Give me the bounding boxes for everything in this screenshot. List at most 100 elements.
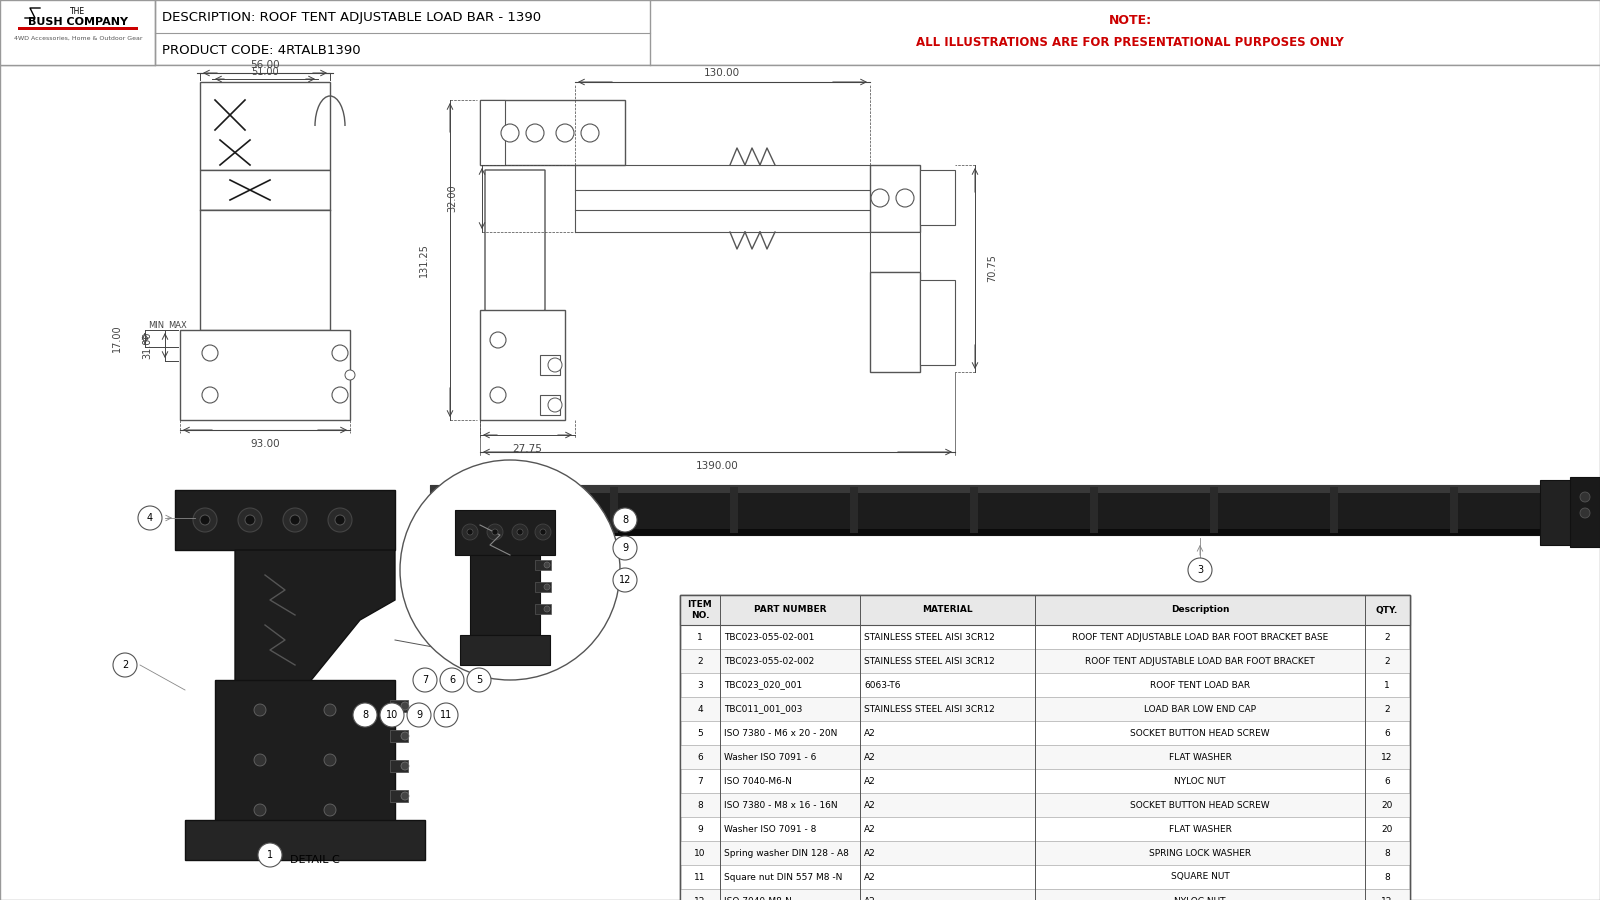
Text: SOCKET BUTTON HEAD SCREW: SOCKET BUTTON HEAD SCREW	[1130, 800, 1270, 809]
Text: A2: A2	[864, 800, 875, 809]
Text: NOTE:: NOTE:	[1109, 14, 1152, 26]
Circle shape	[402, 702, 410, 710]
Text: 8: 8	[1384, 849, 1390, 858]
Circle shape	[334, 515, 346, 525]
Text: 8: 8	[362, 710, 368, 720]
Circle shape	[490, 332, 506, 348]
Circle shape	[493, 529, 498, 535]
Text: ROOF TENT ADJUSTABLE LOAD BAR FOOT BRACKET BASE: ROOF TENT ADJUSTABLE LOAD BAR FOOT BRACK…	[1072, 633, 1328, 642]
Text: 7: 7	[422, 675, 429, 685]
Text: 10: 10	[694, 849, 706, 858]
Circle shape	[200, 515, 210, 525]
Bar	[680, 595, 1410, 900]
Text: 9: 9	[416, 710, 422, 720]
Circle shape	[114, 653, 138, 677]
Text: A2: A2	[864, 849, 875, 858]
Text: DESCRIPTION: ROOF TENT ADJUSTABLE LOAD BAR - 1390: DESCRIPTION: ROOF TENT ADJUSTABLE LOAD B…	[162, 12, 541, 24]
Text: QTY.: QTY.	[1376, 606, 1398, 615]
Bar	[390, 730, 408, 742]
Circle shape	[328, 508, 352, 532]
Circle shape	[402, 762, 410, 770]
Text: ROOF TENT ADJUSTABLE LOAD BAR FOOT BRACKET: ROOF TENT ADJUSTABLE LOAD BAR FOOT BRACK…	[1085, 656, 1315, 665]
Text: Description: Description	[1171, 606, 1229, 615]
Circle shape	[245, 515, 254, 525]
Text: ISO 7040-M6-N: ISO 7040-M6-N	[723, 777, 792, 786]
Text: 6: 6	[450, 675, 454, 685]
Text: 6: 6	[1384, 728, 1390, 737]
Text: A2: A2	[864, 872, 875, 881]
Bar	[480, 100, 506, 165]
Text: DETAIL C: DETAIL C	[290, 855, 339, 865]
Text: ITEM
NO.: ITEM NO.	[688, 600, 712, 620]
Text: ALL ILLUSTRATIONS ARE FOR PRESENTATIONAL PURPOSES ONLY: ALL ILLUSTRATIONS ARE FOR PRESENTATIONAL…	[917, 35, 1344, 49]
Circle shape	[467, 529, 474, 535]
Text: 1: 1	[267, 850, 274, 860]
Circle shape	[440, 668, 464, 692]
Text: 32.00: 32.00	[446, 184, 458, 212]
Circle shape	[402, 732, 410, 740]
Bar	[0, 0, 155, 65]
Circle shape	[354, 703, 378, 727]
Bar	[870, 232, 920, 272]
Circle shape	[490, 387, 506, 403]
Bar	[730, 487, 738, 533]
Circle shape	[402, 792, 410, 800]
Text: FLAT WASHER: FLAT WASHER	[1168, 752, 1232, 761]
Bar	[454, 510, 555, 555]
Text: 12: 12	[619, 575, 630, 585]
Text: BUSH COMPANY: BUSH COMPANY	[29, 17, 128, 27]
Circle shape	[486, 524, 502, 540]
Circle shape	[544, 606, 550, 612]
Text: MATERIAL: MATERIAL	[922, 606, 973, 615]
Bar	[680, 745, 1410, 769]
Circle shape	[896, 189, 914, 207]
Text: 56.00: 56.00	[250, 60, 280, 70]
Text: 7: 7	[698, 777, 702, 786]
Circle shape	[202, 345, 218, 361]
Text: 4: 4	[147, 513, 154, 523]
Text: TBC023_020_001: TBC023_020_001	[723, 680, 802, 689]
Text: 130.00: 130.00	[704, 68, 741, 78]
Circle shape	[406, 703, 430, 727]
Circle shape	[581, 124, 598, 142]
Bar	[490, 487, 498, 533]
Text: TBC011_001_003: TBC011_001_003	[723, 705, 802, 714]
Text: STAINLESS STEEL AISI 3CR12: STAINLESS STEEL AISI 3CR12	[864, 656, 995, 665]
Text: TBC023-055-02-002: TBC023-055-02-002	[723, 656, 814, 665]
Bar	[850, 487, 858, 533]
Circle shape	[323, 754, 336, 766]
Circle shape	[138, 506, 162, 530]
Bar	[680, 841, 1410, 865]
Circle shape	[541, 529, 546, 535]
Bar	[214, 680, 395, 840]
Text: 5: 5	[475, 675, 482, 685]
Text: 2: 2	[1384, 633, 1390, 642]
Text: 4: 4	[698, 705, 702, 714]
Text: PART NUMBER: PART NUMBER	[754, 606, 826, 615]
Text: 12: 12	[694, 896, 706, 900]
Text: 11: 11	[440, 710, 453, 720]
Circle shape	[544, 584, 550, 590]
Text: 27.75: 27.75	[512, 444, 542, 454]
Bar	[470, 555, 541, 635]
Bar	[480, 310, 565, 420]
Bar	[541, 395, 560, 415]
Bar	[0, 0, 1600, 65]
Text: ISO 7380 - M6 x 20 - 20N: ISO 7380 - M6 x 20 - 20N	[723, 728, 837, 737]
Text: 3: 3	[698, 680, 702, 689]
Circle shape	[547, 358, 562, 372]
Bar	[870, 165, 920, 232]
Text: 10: 10	[386, 710, 398, 720]
Bar	[1539, 480, 1581, 545]
Circle shape	[462, 524, 478, 540]
Text: 2: 2	[698, 656, 702, 665]
Bar	[680, 889, 1410, 900]
Circle shape	[400, 460, 621, 680]
Text: 12: 12	[1381, 896, 1392, 900]
Bar	[461, 635, 550, 665]
Text: Washer ISO 7091 - 6: Washer ISO 7091 - 6	[723, 752, 816, 761]
Text: 20: 20	[1381, 800, 1392, 809]
Text: 9: 9	[698, 824, 702, 833]
Bar	[430, 485, 1539, 535]
Bar	[541, 355, 560, 375]
